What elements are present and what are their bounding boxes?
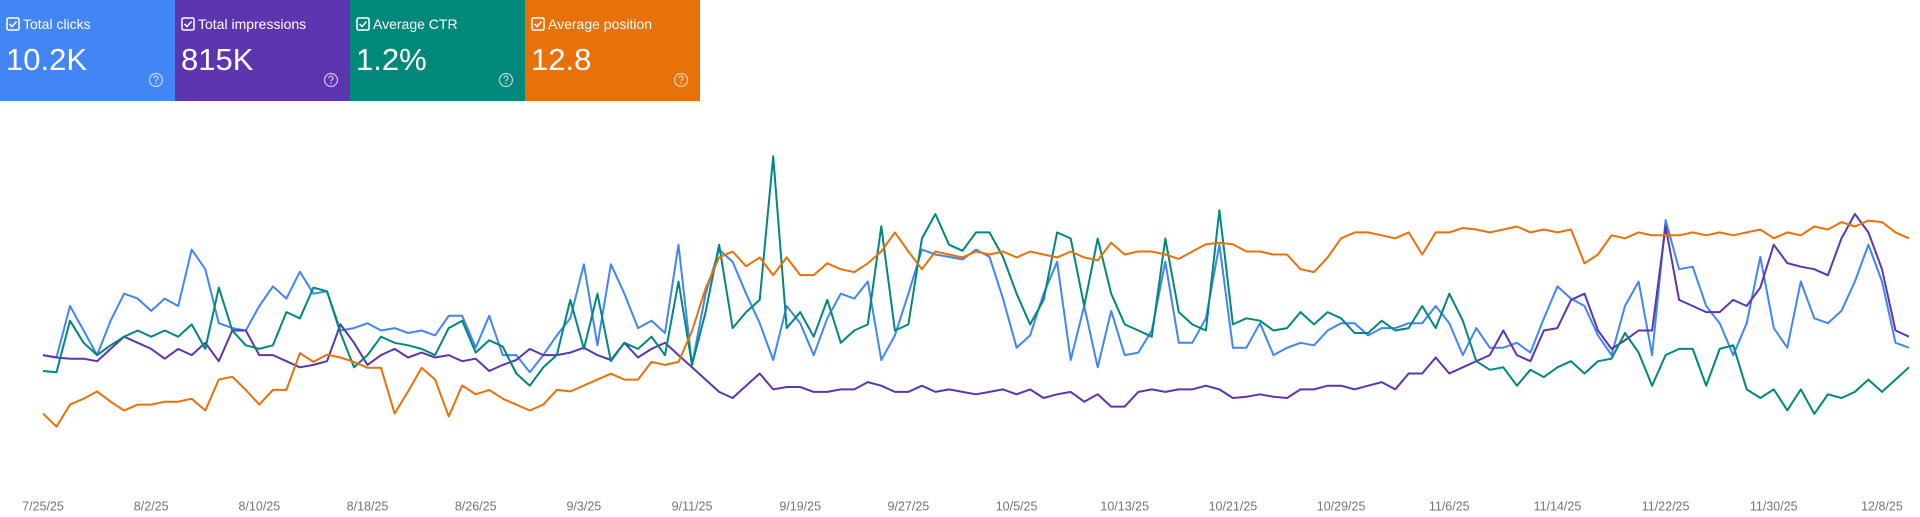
checkbox[interactable] — [531, 17, 545, 31]
x-tick-label: 10/13/25 — [1100, 499, 1149, 513]
x-tick-label: 8/26/25 — [455, 499, 497, 513]
x-tick-label: 12/8/25 — [1861, 499, 1903, 513]
series-line — [42, 219, 1910, 374]
metric-value: 12.8 — [531, 42, 592, 77]
x-tick-label: 9/19/25 — [779, 499, 821, 513]
x-tick-label: 10/5/25 — [996, 499, 1038, 513]
x-tick-label: 10/29/25 — [1317, 499, 1366, 513]
x-tick-label: 10/21/25 — [1209, 499, 1258, 513]
x-tick-label: 11/22/25 — [1642, 499, 1690, 513]
x-tick-label: 8/2/25 — [134, 499, 169, 513]
x-tick-label: 8/10/25 — [238, 499, 280, 513]
x-tick-label: 11/6/25 — [1429, 499, 1470, 513]
metric-card[interactable]: Total clicks 10.2K — [0, 0, 175, 101]
series-line — [42, 219, 1910, 428]
metric-value: 815K — [181, 42, 254, 77]
help-icon[interactable] — [498, 72, 514, 88]
x-tick-label: 11/14/25 — [1534, 499, 1582, 513]
checkbox[interactable] — [181, 17, 195, 31]
x-tick-label: 11/30/25 — [1750, 499, 1798, 513]
x-tick-label: 8/18/25 — [347, 499, 389, 513]
x-tick-label: 9/11/25 — [672, 499, 713, 513]
metric-label: Total clicks — [23, 16, 91, 32]
metric-card[interactable]: Average position 12.8 — [525, 0, 700, 101]
metric-value: 10.2K — [6, 42, 88, 77]
checkbox[interactable] — [356, 17, 370, 31]
metric-card[interactable]: Total impressions 815K — [175, 0, 350, 101]
x-tick-label: 7/25/25 — [22, 499, 64, 513]
series-line — [42, 155, 1910, 415]
series-line — [42, 213, 1910, 408]
metric-card[interactable]: Average CTR 1.2% — [350, 0, 525, 101]
help-icon[interactable] — [148, 72, 164, 88]
help-icon[interactable] — [673, 72, 689, 88]
metric-label: Average position — [548, 16, 653, 32]
help-icon[interactable] — [323, 72, 339, 88]
metric-value: 1.2% — [356, 42, 427, 77]
metric-label: Average CTR — [373, 16, 458, 32]
x-tick-label: 9/27/25 — [888, 499, 930, 513]
metric-cards: Total clicks 10.2K Total impressions 815K Av… — [0, 0, 700, 101]
x-tick-label: 9/3/25 — [566, 499, 601, 513]
metric-label: Total impressions — [198, 16, 307, 32]
checkbox[interactable] — [6, 17, 20, 31]
